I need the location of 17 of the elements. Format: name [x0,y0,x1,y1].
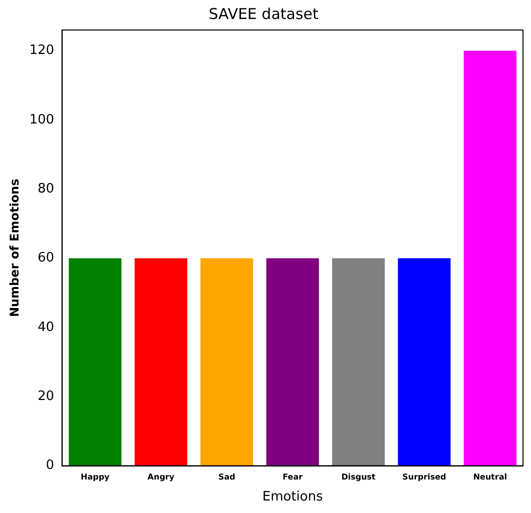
y-tick-label: 60 [38,250,54,266]
y-tick-label: 120 [29,43,54,58]
y-tick-label: 0 [46,458,54,474]
x-tick-label: Disgust [341,472,376,482]
x-tick-label: Surprised [402,472,446,482]
y-tick-label: 40 [38,320,54,335]
y-axis-title: Number of Emotions [7,178,22,318]
y-tick-label: 80 [38,181,54,196]
x-tick-label: Fear [282,472,303,482]
x-tick-label: Angry [148,472,176,482]
x-tick-label: Sad [218,472,236,482]
x-tick-label: Happy [80,472,110,482]
x-axis-title: Emotions [262,490,324,505]
chart-title: SAVEE dataset [208,4,319,23]
y-tick-label: 100 [29,112,54,128]
x-tick-label: Neutral [473,472,508,482]
y-tick-label: 20 [38,389,54,404]
